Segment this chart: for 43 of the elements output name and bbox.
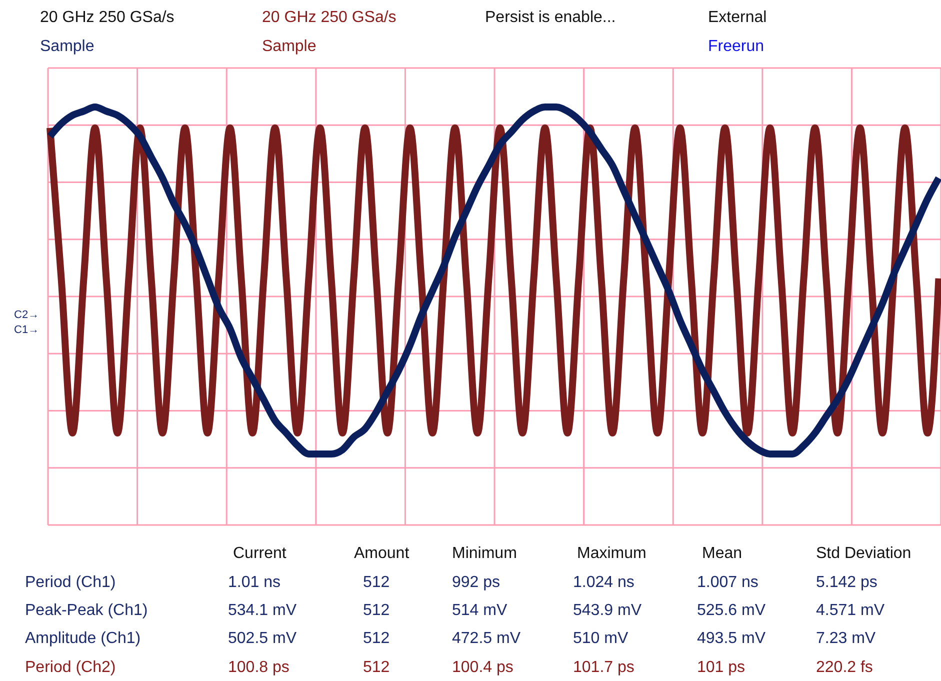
text: 1.01 ns bbox=[228, 574, 280, 591]
text: 493.5 mV bbox=[697, 630, 766, 647]
text: 514 mV bbox=[452, 602, 508, 619]
text: Peak-Peak (Ch1) bbox=[25, 602, 148, 619]
text: Persist is enable... bbox=[485, 9, 616, 26]
text: C1→ bbox=[14, 324, 40, 336]
text: External bbox=[708, 9, 767, 26]
text: 512 bbox=[363, 659, 390, 676]
text: Std Deviation bbox=[816, 545, 912, 562]
text: 1.024 ns bbox=[573, 574, 634, 591]
text: 5.142 ps bbox=[816, 574, 878, 591]
text: 20 GHz 250 GSa/s bbox=[40, 9, 174, 26]
text: 512 bbox=[363, 630, 390, 647]
text: 502.5 mV bbox=[228, 630, 297, 647]
text: Current bbox=[233, 545, 287, 562]
text: C2→ bbox=[14, 309, 40, 321]
text: Period (Ch1) bbox=[25, 574, 116, 591]
text: Maximum bbox=[577, 545, 646, 562]
text: 101 ps bbox=[697, 659, 746, 676]
text: Sample bbox=[40, 38, 94, 55]
text: Minimum bbox=[452, 545, 517, 562]
text: Freerun bbox=[708, 38, 764, 55]
text: Amplitude (Ch1) bbox=[25, 630, 141, 647]
text: Period (Ch2) bbox=[25, 659, 116, 676]
text: 7.23 mV bbox=[816, 630, 876, 647]
text: 534.1 mV bbox=[228, 602, 297, 619]
text: 543.9 mV bbox=[573, 602, 642, 619]
text: 512 bbox=[363, 602, 390, 619]
text: Amount bbox=[354, 545, 410, 562]
text: 992 ps bbox=[452, 574, 500, 591]
text: 100.4 ps bbox=[452, 659, 514, 676]
text: Mean bbox=[702, 545, 742, 562]
text: 20 GHz 250 GSa/s bbox=[262, 9, 396, 26]
text: Sample bbox=[262, 38, 316, 55]
text: 472.5 mV bbox=[452, 630, 521, 647]
text: 220.2 fs bbox=[816, 659, 873, 676]
text: 4.571 mV bbox=[816, 602, 885, 619]
text: 510 mV bbox=[573, 630, 628, 647]
text: 525.6 mV bbox=[697, 602, 766, 619]
text: 100.8 ps bbox=[228, 659, 290, 676]
text: 512 bbox=[363, 574, 390, 591]
text: 101.7 ps bbox=[573, 659, 634, 676]
text: 1.007 ns bbox=[697, 574, 758, 591]
